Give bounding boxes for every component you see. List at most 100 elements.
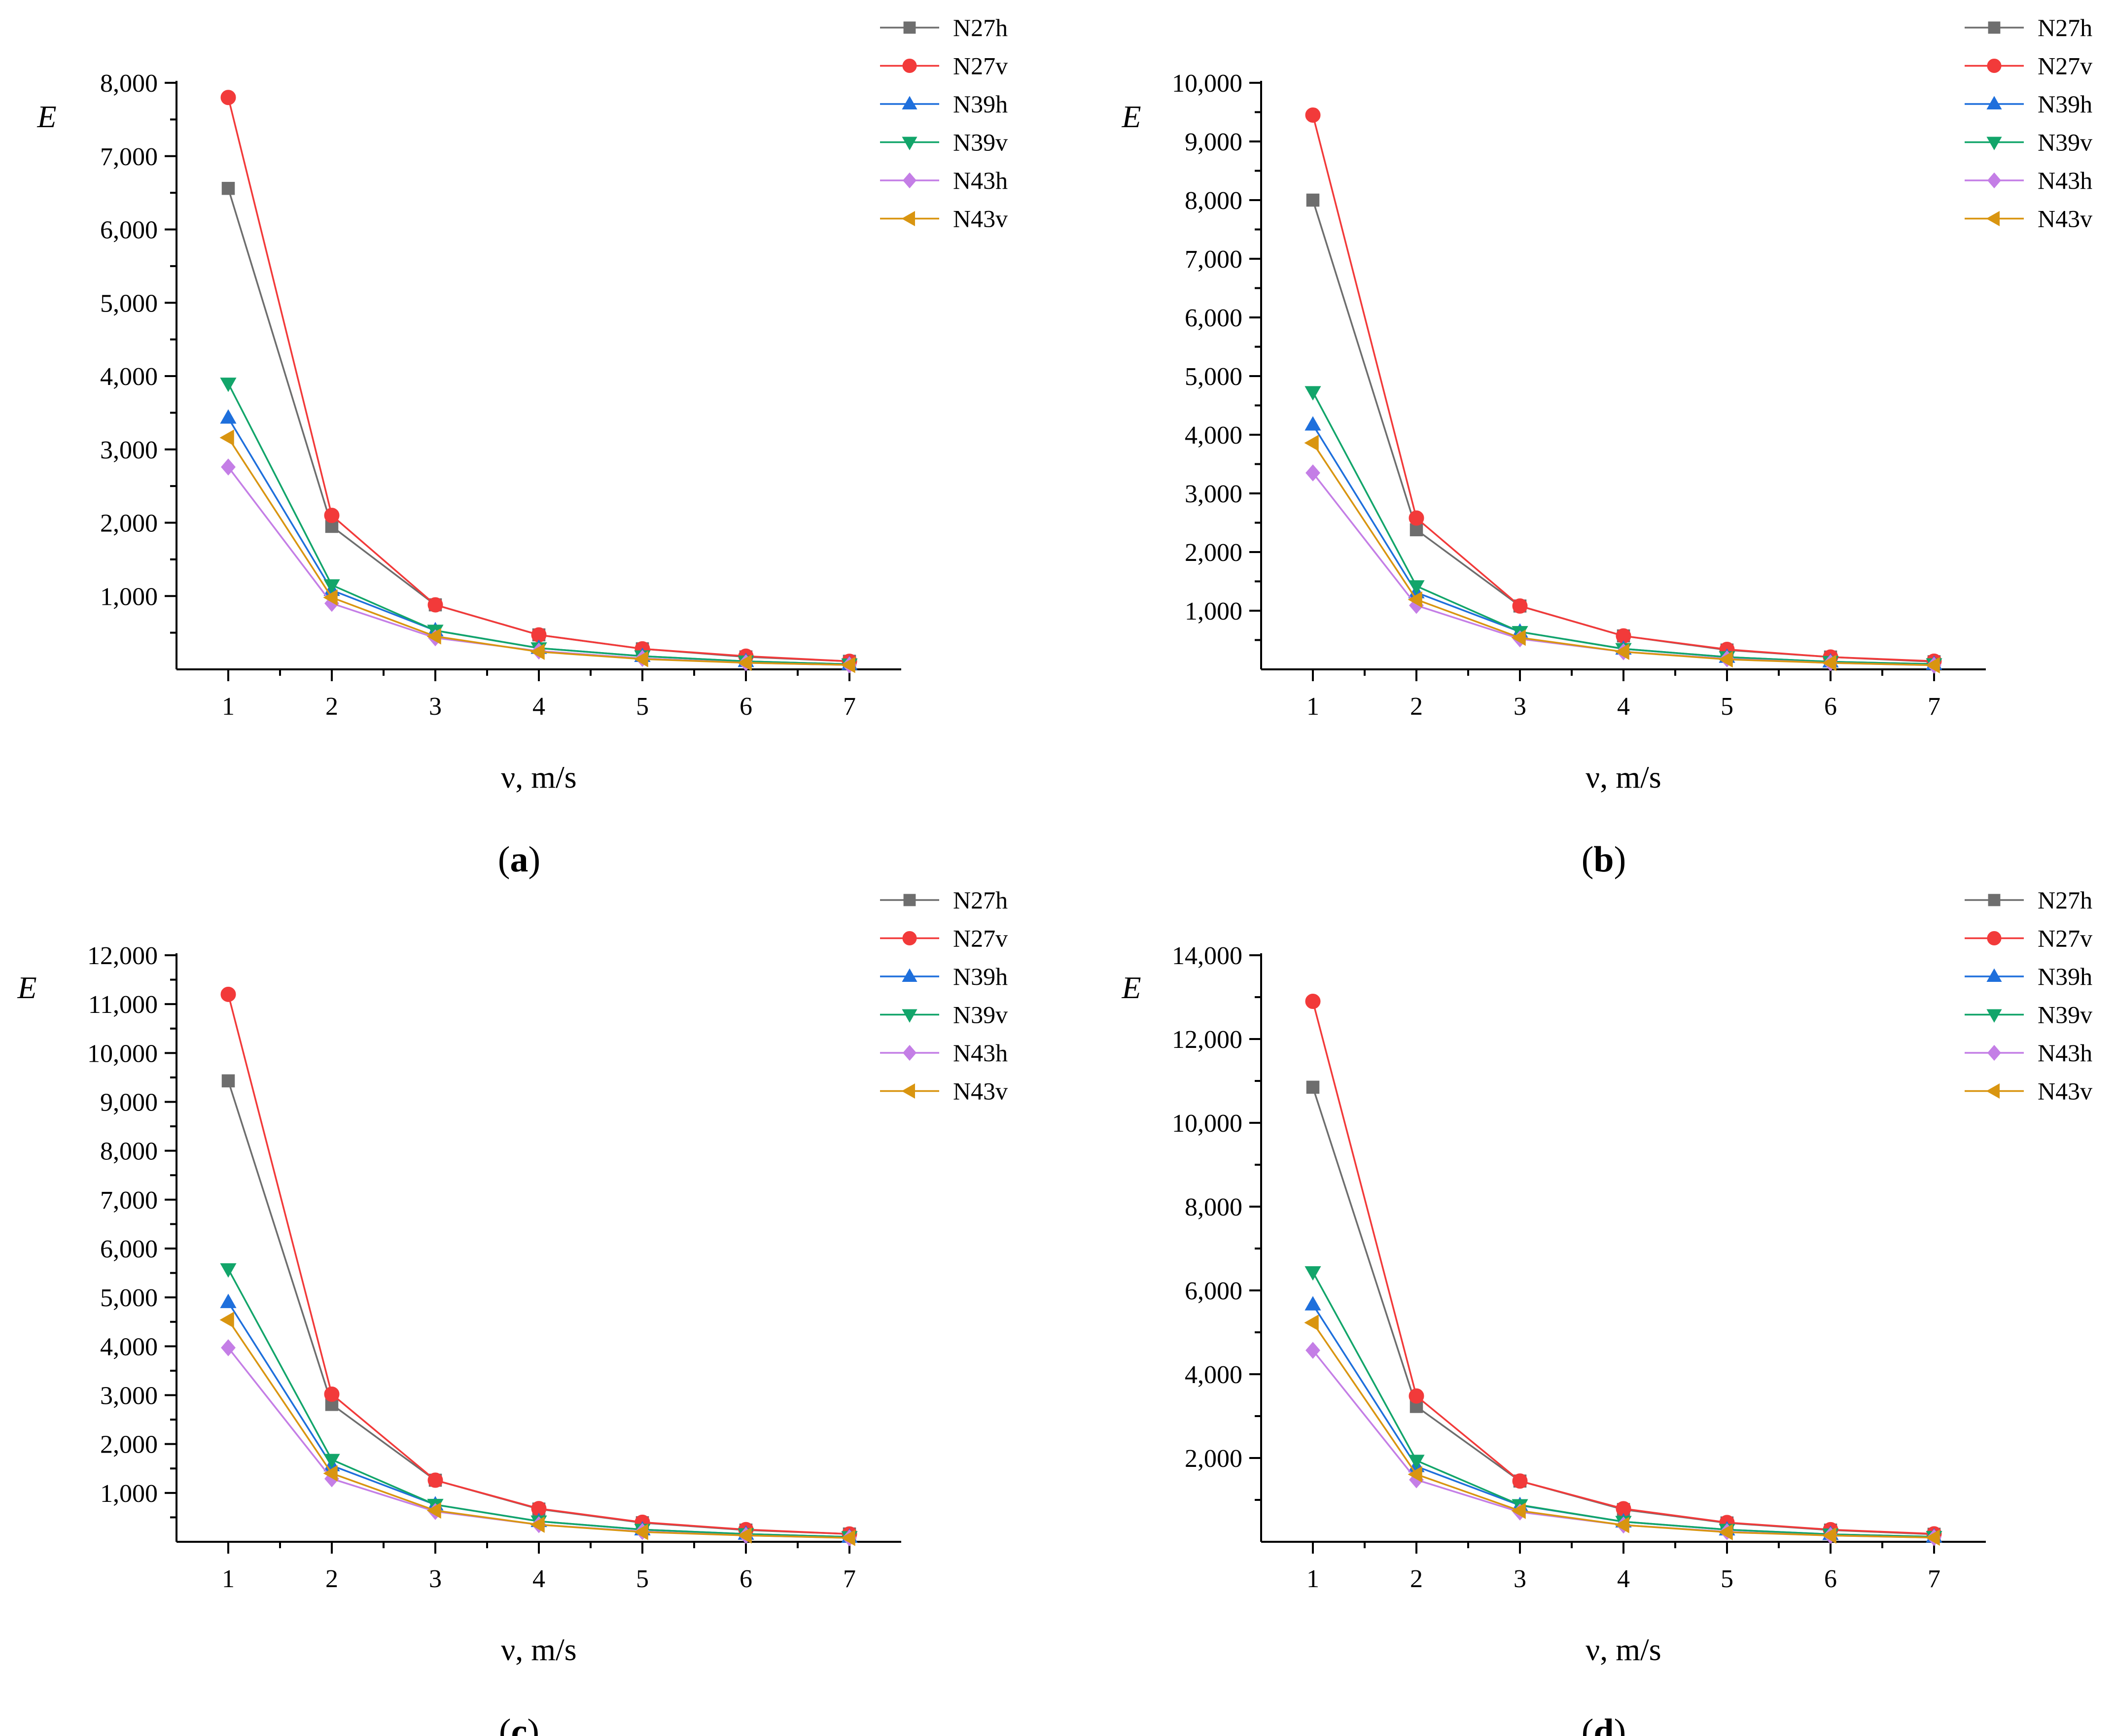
legend-label: N27h bbox=[2038, 886, 2092, 914]
data-point-N43h bbox=[221, 1339, 236, 1356]
x-tick-label: 5 bbox=[1721, 1565, 1733, 1593]
y-tick-label: 5,000 bbox=[100, 289, 158, 317]
y-tick-label: 8,000 bbox=[100, 69, 158, 98]
caption-open-paren: ( bbox=[499, 1712, 511, 1736]
data-point-N43v bbox=[634, 651, 648, 667]
legend-entry-N27h: N27h bbox=[1965, 14, 2092, 41]
caption-letter: b bbox=[1593, 839, 1614, 880]
y-tick-label: 8,000 bbox=[100, 1138, 158, 1166]
legend-marker bbox=[902, 1009, 917, 1023]
legend-marker bbox=[1986, 210, 2000, 227]
data-point-N27v bbox=[427, 597, 443, 613]
legend-label: N39v bbox=[2038, 129, 2092, 156]
x-tick-label: 5 bbox=[1721, 693, 1733, 721]
legend-marker bbox=[902, 931, 917, 945]
series-line-N39v bbox=[1312, 1271, 1935, 1538]
legend-marker bbox=[902, 96, 917, 109]
data-point-N27v bbox=[1305, 107, 1321, 123]
legend-marker bbox=[902, 137, 917, 150]
legend-entry-N43h: N43h bbox=[1965, 167, 2092, 194]
x-tick-label: 5 bbox=[636, 693, 649, 721]
x-tick-label: 6 bbox=[1824, 1565, 1837, 1593]
y-axis-title: E bbox=[1121, 99, 1141, 134]
x-tick-label: 2 bbox=[325, 1565, 338, 1593]
x-tick-label: 3 bbox=[429, 1565, 442, 1593]
legend-label: N27v bbox=[2038, 925, 2092, 952]
legend-marker bbox=[1986, 1083, 2000, 1099]
y-tick-label: 4,000 bbox=[1185, 421, 1242, 450]
caption-open-paren: ( bbox=[498, 839, 510, 880]
y-tick-label: 2,000 bbox=[1185, 539, 1242, 567]
data-point-N43v bbox=[1511, 629, 1526, 646]
legend-label: N27h bbox=[953, 14, 1008, 41]
legend-label: N39h bbox=[2038, 963, 2092, 990]
y-tick-label: 12,000 bbox=[87, 942, 158, 970]
x-axis-title: ν, m/s bbox=[501, 1632, 576, 1667]
data-point-N27v bbox=[1409, 510, 1424, 526]
data-point-N43v bbox=[1822, 1527, 1836, 1544]
x-axis-title: ν, m/s bbox=[501, 760, 576, 795]
y-tick-label: 1,000 bbox=[100, 583, 158, 611]
data-point-N43v bbox=[1511, 1502, 1526, 1519]
panel-caption: (d) bbox=[1582, 1712, 1626, 1736]
legend-entry-N39h: N39h bbox=[1965, 963, 2092, 990]
legend-entry-N27h: N27h bbox=[1965, 886, 2092, 914]
legend-entry-N43v: N43v bbox=[1965, 1077, 2092, 1105]
panel-caption: (a) bbox=[498, 839, 540, 880]
series-line-N27v bbox=[227, 97, 850, 662]
data-point-N39h bbox=[220, 409, 237, 424]
legend-entry-N43v: N43v bbox=[880, 1077, 1008, 1105]
legend-label: N43h bbox=[2038, 1039, 2092, 1067]
series-N27h bbox=[221, 181, 856, 668]
panel-caption: (b) bbox=[1582, 839, 1626, 880]
data-point-N43v bbox=[1822, 655, 1836, 671]
data-point-N43v bbox=[1615, 1517, 1629, 1533]
data-point-N43v bbox=[1925, 657, 1940, 674]
x-tick-label: 4 bbox=[1617, 693, 1630, 721]
y-tick-label: 5,000 bbox=[1185, 363, 1242, 391]
legend-entry-N27v: N27v bbox=[1965, 925, 2092, 952]
data-point-N43v bbox=[1615, 643, 1629, 660]
legend-marker bbox=[901, 210, 915, 227]
y-tick-label: 8,000 bbox=[1185, 1193, 1242, 1221]
data-point-N43v bbox=[530, 643, 545, 660]
legend-label: N39v bbox=[953, 129, 1008, 156]
data-point-N27h bbox=[221, 181, 235, 195]
data-point-N43v bbox=[1304, 1314, 1319, 1331]
legend-label: N27v bbox=[2038, 52, 2092, 80]
legend-entry-N39h: N39h bbox=[1965, 90, 2092, 118]
legend-marker bbox=[1986, 96, 2002, 109]
data-point-N43v bbox=[634, 1524, 648, 1540]
x-axis-title: ν, m/s bbox=[1586, 1632, 1661, 1667]
y-axis-title: E bbox=[17, 970, 36, 1005]
legend-label: N27h bbox=[953, 886, 1008, 914]
y-tick-label: 6,000 bbox=[100, 216, 158, 244]
y-tick-label: 6,000 bbox=[1185, 304, 1242, 332]
legend-label: N27v bbox=[953, 52, 1008, 80]
x-tick-label: 3 bbox=[1514, 693, 1526, 721]
x-tick-label: 6 bbox=[1824, 693, 1837, 721]
x-tick-label: 4 bbox=[532, 693, 545, 721]
caption-close-paren: ) bbox=[529, 839, 541, 880]
y-tick-label: 3,000 bbox=[1185, 480, 1242, 508]
legend-label: N39h bbox=[953, 963, 1008, 990]
x-tick-label: 2 bbox=[1410, 693, 1423, 721]
y-tick-label: 8,000 bbox=[1185, 187, 1242, 215]
legend-entry-N39v: N39v bbox=[880, 129, 1008, 156]
series-line-N27v bbox=[1312, 1001, 1935, 1535]
data-point-N39v bbox=[1304, 1266, 1321, 1281]
legend-entry-N43v: N43v bbox=[1965, 205, 2092, 233]
data-point-N39v bbox=[1408, 1455, 1425, 1469]
x-tick-label: 1 bbox=[222, 693, 235, 721]
data-point-N43v bbox=[323, 589, 338, 606]
legend-marker bbox=[1987, 172, 2001, 189]
panel-caption: (c) bbox=[499, 1712, 539, 1736]
legend-entry-N27h: N27h bbox=[880, 886, 1008, 914]
x-tick-label: 2 bbox=[325, 693, 338, 721]
x-tick-label: 7 bbox=[843, 1565, 856, 1593]
y-tick-label: 3,000 bbox=[100, 1382, 158, 1410]
y-tick-label: 1,000 bbox=[100, 1480, 158, 1508]
series-line-N39v bbox=[227, 383, 850, 665]
x-tick-label: 6 bbox=[740, 1565, 752, 1593]
